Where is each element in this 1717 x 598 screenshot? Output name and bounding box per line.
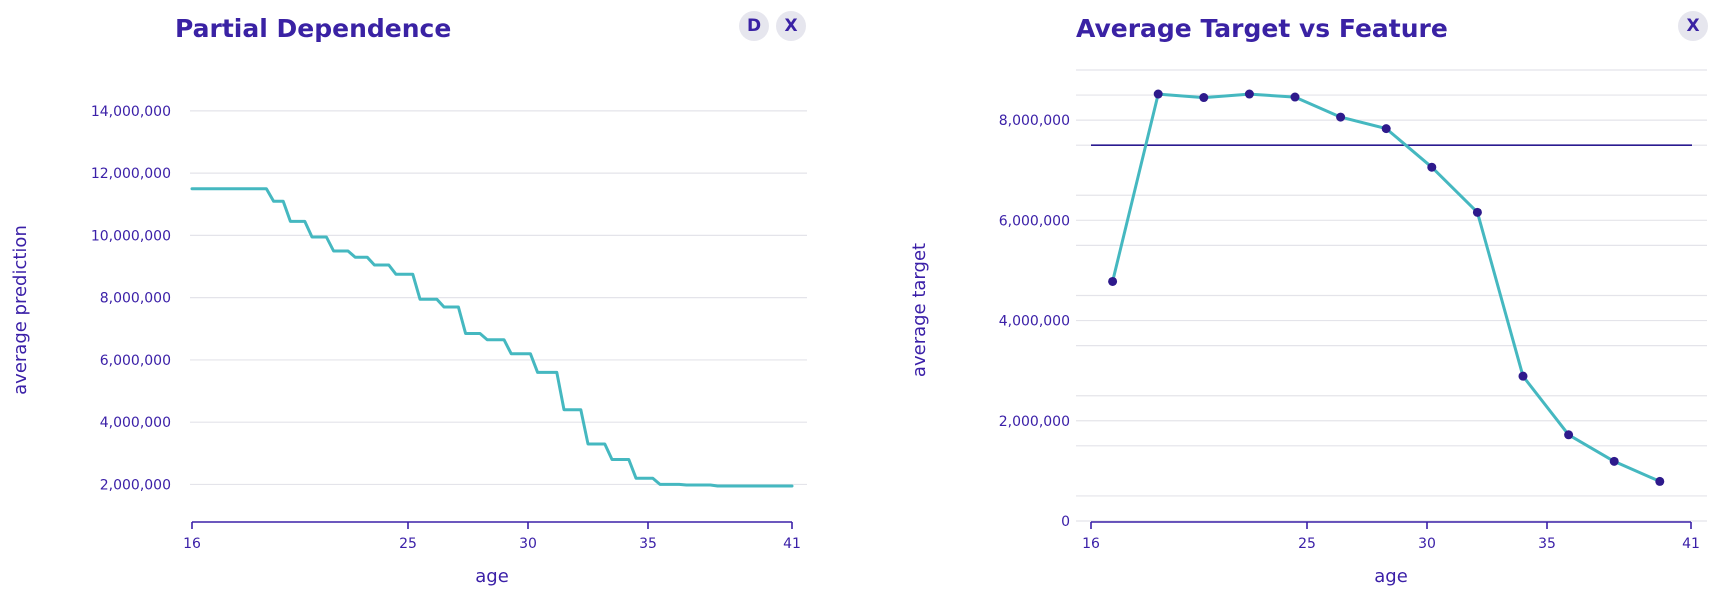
- x-tick-label: 41: [783, 536, 801, 552]
- partial-dependence-chart: 2,000,000 4,000,000 6,000,000 8,000,000 10,0…: [10, 104, 807, 587]
- x-tick-label: 16: [183, 536, 201, 552]
- y-tick-label: 4,000,000: [100, 415, 171, 431]
- y-tick-label: 2,000,000: [999, 414, 1070, 430]
- y-tick-label: 12,000,000: [91, 166, 171, 182]
- close-button[interactable]: X: [776, 11, 806, 41]
- partial-dependence-panel: Partial Dependence D X 2,000,000 4,000,00…: [0, 0, 820, 598]
- data-point: [1381, 124, 1391, 134]
- x-tick-label: 30: [1418, 536, 1436, 552]
- x-tick-label: 30: [519, 536, 537, 552]
- x-axis-label: age: [475, 566, 509, 587]
- y-tick-label: 14,000,000: [91, 104, 171, 120]
- data-point: [1427, 162, 1437, 172]
- x-tick-label: 35: [639, 536, 657, 552]
- y-tick-label: 10,000,000: [91, 228, 171, 244]
- data-point: [1290, 92, 1300, 102]
- data-point: [1655, 476, 1665, 486]
- y-tick-label: 4,000,000: [999, 314, 1070, 330]
- data-point: [1609, 456, 1619, 466]
- x-tick-label: 16: [1082, 536, 1100, 552]
- data-point: [1564, 430, 1574, 440]
- chart-title: Average Target vs Feature: [1076, 14, 1448, 43]
- series-line: [1111, 92, 1662, 483]
- close-button[interactable]: X: [1678, 11, 1708, 41]
- series-line: [190, 187, 794, 488]
- data-point: [1518, 371, 1528, 381]
- y-tick-label: 0: [1061, 514, 1070, 530]
- x-tick-label: 41: [1682, 536, 1700, 552]
- data-point: [1472, 207, 1482, 217]
- data-point: [1153, 89, 1163, 99]
- x-tick-label: 25: [399, 536, 417, 552]
- y-tick-label: 8,000,000: [999, 113, 1070, 129]
- data-point: [1244, 89, 1254, 99]
- x-tick-label: 35: [1538, 536, 1556, 552]
- y-tick-label: 2,000,000: [100, 477, 171, 493]
- data-point: [1108, 276, 1118, 286]
- x-axis-label: age: [1374, 566, 1408, 587]
- y-tick-label: 8,000,000: [100, 291, 171, 307]
- y-axis-label: average target: [909, 243, 930, 377]
- download-button[interactable]: D: [739, 11, 769, 41]
- data-point: [1336, 112, 1346, 122]
- chart-title: Partial Dependence: [175, 14, 452, 43]
- y-tick-label: 6,000,000: [100, 353, 171, 369]
- average-target-chart: 0 2,000,000 4,000,000 6,000,000 8,000,000 16 2…: [909, 69, 1707, 587]
- y-tick-label: 6,000,000: [999, 213, 1070, 229]
- data-point: [1199, 93, 1209, 103]
- y-axis-label: average prediction: [10, 225, 31, 395]
- average-target-panel: Average Target vs Feature X 0 2,000,000 4,…: [900, 0, 1717, 598]
- x-tick-label: 25: [1298, 536, 1316, 552]
